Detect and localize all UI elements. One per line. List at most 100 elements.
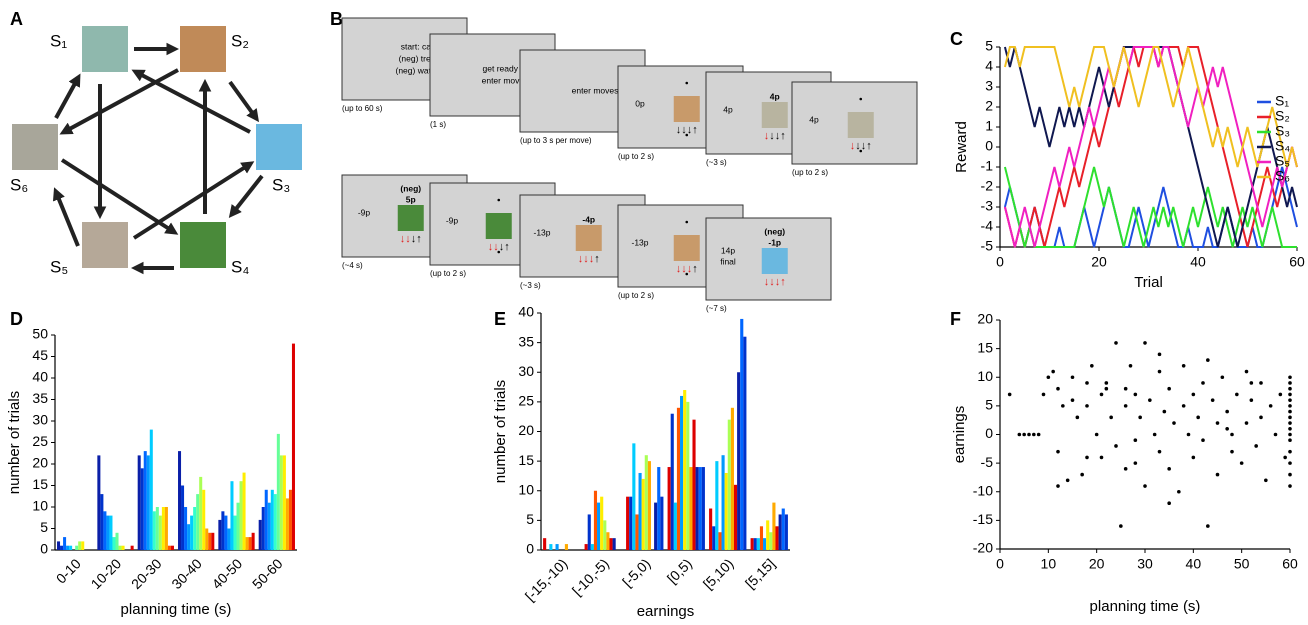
point [1225, 410, 1229, 414]
x-tick-label: 40-50 [209, 555, 246, 592]
point [1153, 433, 1157, 437]
bar [696, 467, 699, 550]
bar [277, 434, 280, 550]
outcome: 4p [770, 91, 780, 101]
point [1240, 461, 1244, 465]
bar [674, 503, 677, 550]
legend-label: S₂ [1275, 108, 1290, 124]
bar [734, 485, 737, 550]
y-tick-label: 15 [518, 452, 534, 468]
y-tick-label: 5 [985, 38, 993, 54]
point [1167, 501, 1171, 505]
point [1187, 433, 1191, 437]
point [1100, 456, 1104, 460]
move-arrows: ↓↑ [411, 233, 422, 245]
point [1182, 364, 1186, 368]
bar [221, 511, 224, 550]
x-tick-label: [0,5) [664, 555, 695, 586]
y-tick-label: 0 [985, 425, 993, 441]
point [1109, 416, 1113, 420]
point [1279, 393, 1283, 397]
bar [677, 408, 680, 550]
point [1283, 456, 1287, 460]
bar [692, 420, 695, 550]
point [1274, 433, 1278, 437]
bar [227, 529, 230, 551]
bar [100, 494, 103, 550]
moves: ↓↓↓↑ [676, 124, 698, 136]
score: -13p [631, 237, 648, 247]
bar [639, 473, 642, 550]
moves: ↓↓↓↑ [488, 241, 510, 253]
bar [144, 451, 147, 550]
bar [224, 516, 227, 550]
state-image [180, 222, 226, 268]
point [1119, 524, 1123, 528]
x-tick-label: 0-10 [53, 555, 84, 586]
bar [271, 490, 274, 550]
bar [211, 533, 214, 550]
point [1047, 375, 1051, 379]
bar [757, 538, 760, 550]
panel-label: C [950, 29, 963, 49]
figure: A B C D E F S₁ S₂ S₃ S₄ S₅ S₆ start: cat… [0, 0, 1308, 625]
screen-caption: (~3 s) [520, 281, 541, 290]
move-arrows: ↓↓ [400, 233, 411, 245]
point [1042, 393, 1046, 397]
y-tick-label: 10 [32, 498, 48, 514]
bar [686, 402, 689, 550]
point [1288, 410, 1292, 414]
y-tick-label: 2 [985, 98, 993, 114]
bar [731, 408, 734, 550]
legend-label: S₄ [1275, 138, 1290, 154]
panel-label: E [494, 309, 506, 329]
point [1211, 398, 1215, 402]
y-tick-label: 50 [32, 326, 48, 342]
stimulus-image [674, 235, 700, 261]
score: -9p [358, 207, 371, 217]
point [1288, 398, 1292, 402]
stimulus-image [762, 102, 788, 128]
bar [292, 344, 295, 550]
score: -13p [533, 227, 550, 237]
moves: ↓↓↓↑ [850, 140, 872, 152]
point [1201, 438, 1205, 442]
y-tick-label: 35 [518, 333, 534, 349]
bar [754, 538, 757, 550]
y-tick-label: 5 [40, 519, 48, 535]
point [1134, 393, 1138, 397]
bar [632, 443, 635, 550]
point [1134, 461, 1138, 465]
bar [280, 455, 283, 550]
bar [237, 503, 240, 550]
state-label: S₆ [10, 175, 28, 194]
y-tick-label: 20 [32, 455, 48, 471]
bar [69, 546, 72, 550]
bar [286, 498, 289, 550]
bar [190, 516, 193, 550]
screen-caption: (up to 2 s) [618, 152, 654, 161]
y-tick-label: 40 [518, 304, 534, 320]
y-tick-label: 40 [32, 369, 48, 385]
point [1230, 450, 1234, 454]
point [1056, 387, 1060, 391]
point [1061, 404, 1065, 408]
x-tick-label: 40 [1190, 254, 1206, 270]
point [1288, 433, 1292, 437]
bar [262, 507, 265, 550]
move-arrows: ↓↓↓ [578, 253, 595, 265]
point [1100, 393, 1104, 397]
bar [782, 509, 785, 550]
state-image [82, 26, 128, 72]
bar [181, 486, 184, 551]
moves: ↓↓↓↑ [400, 233, 422, 245]
x-axis-label: Trial [1134, 274, 1163, 291]
screen-caption: (1 s) [430, 120, 446, 129]
bar [230, 481, 233, 550]
screen-caption: (up to 2 s) [618, 291, 654, 300]
bar [156, 507, 159, 550]
bar [150, 430, 153, 550]
point [1288, 450, 1292, 454]
y-tick-label: 15 [32, 476, 48, 492]
point [1288, 404, 1292, 408]
